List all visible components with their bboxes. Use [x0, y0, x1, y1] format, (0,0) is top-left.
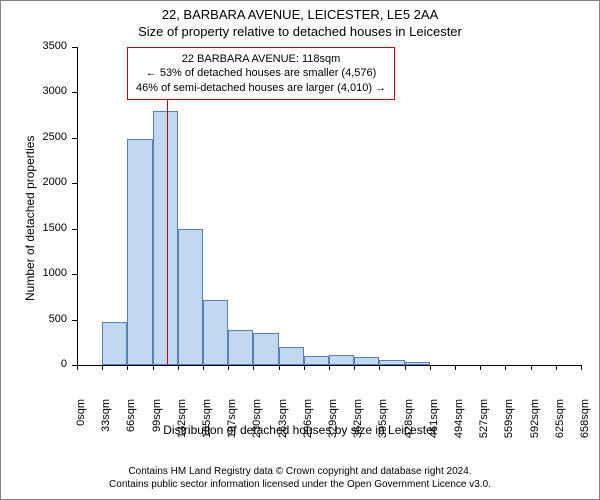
info-box-line3: 46% of semi-detached houses are larger (… [136, 81, 386, 95]
histogram-bar [178, 229, 203, 365]
y-tick-label: 3500 [43, 40, 67, 52]
x-axis-line [77, 365, 581, 366]
title-block: 22, BARBARA AVENUE, LEICESTER, LE5 2AA S… [1, 7, 599, 39]
x-tick-label: 395sqm [377, 399, 389, 443]
info-box-line2: ← 53% of detached houses are smaller (4,… [136, 66, 386, 80]
y-tick-label: 2000 [43, 176, 67, 188]
footer-line1: Contains HM Land Registry data © Crown c… [1, 465, 599, 478]
chart-container: 22, BARBARA AVENUE, LEICESTER, LE5 2AA S… [0, 0, 600, 500]
x-tick-label: 329sqm [327, 399, 339, 443]
y-tick-label: 1500 [43, 222, 67, 234]
histogram-bar [153, 111, 178, 365]
x-tick-label: 33sqm [100, 399, 112, 443]
chart-title-line2: Size of property relative to detached ho… [1, 24, 599, 39]
histogram-bar [279, 347, 304, 365]
x-tick-label: 428sqm [403, 399, 415, 443]
x-tick-mark [581, 365, 582, 370]
x-tick-label: 362sqm [352, 399, 364, 443]
histogram-bar [354, 357, 379, 365]
y-tick-label: 500 [49, 313, 67, 325]
x-tick-label: 66sqm [125, 399, 137, 443]
histogram-bar [329, 355, 354, 365]
x-tick-label: 0sqm [75, 399, 87, 443]
x-tick-label: 230sqm [251, 399, 263, 443]
y-tick-label: 2500 [43, 131, 67, 143]
x-tick-label: 625sqm [554, 399, 566, 443]
footer-line2: Contains public sector information licen… [1, 478, 599, 491]
histogram-bar [253, 333, 278, 365]
histogram-bar [102, 322, 127, 365]
x-tick-label: 494sqm [453, 399, 465, 443]
x-tick-label: 527sqm [478, 399, 490, 443]
info-box-line1: 22 BARBARA AVENUE: 118sqm [136, 52, 386, 66]
x-tick-label: 99sqm [151, 399, 163, 443]
histogram-bar [203, 300, 228, 365]
y-tick-label: 0 [61, 358, 67, 370]
y-axis-label: Number of detached properties [23, 136, 37, 301]
x-tick-label: 559sqm [503, 399, 515, 443]
x-tick-label: 461sqm [428, 399, 440, 443]
histogram-bar [127, 139, 152, 365]
y-tick-label: 3000 [43, 85, 67, 97]
chart-title-line1: 22, BARBARA AVENUE, LEICESTER, LE5 2AA [1, 7, 599, 22]
y-axis-line [77, 47, 78, 365]
x-tick-label: 263sqm [277, 399, 289, 443]
x-tick-label: 296sqm [302, 399, 314, 443]
histogram-bar [228, 330, 253, 365]
x-tick-label: 132sqm [176, 399, 188, 443]
x-tick-label: 165sqm [201, 399, 213, 443]
footer-text: Contains HM Land Registry data © Crown c… [1, 465, 599, 491]
x-tick-label: 197sqm [226, 399, 238, 443]
x-tick-label: 658sqm [579, 399, 591, 443]
x-tick-label: 592sqm [529, 399, 541, 443]
y-tick-label: 1000 [43, 267, 67, 279]
histogram-bar [304, 356, 329, 365]
info-box: 22 BARBARA AVENUE: 118sqm ← 53% of detac… [127, 47, 395, 100]
